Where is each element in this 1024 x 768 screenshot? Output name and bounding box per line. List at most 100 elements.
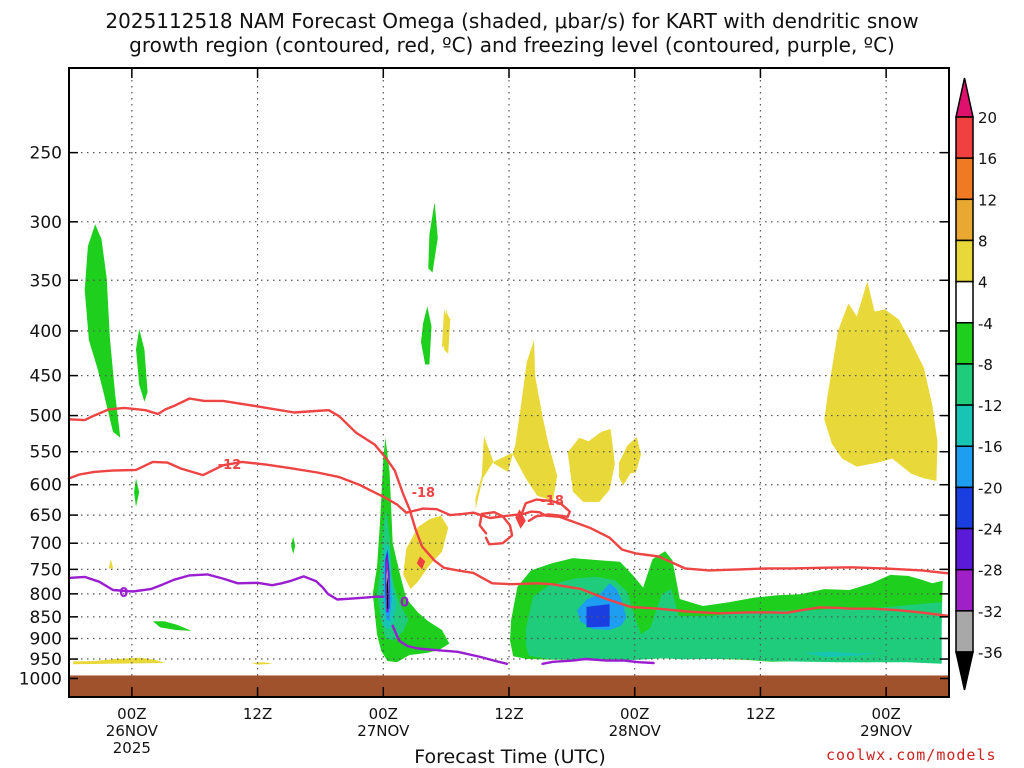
dgz-contour xyxy=(67,460,475,517)
colorbar-swatch xyxy=(955,363,974,406)
ground-layer xyxy=(69,675,949,697)
x-tick-label: 00Z xyxy=(871,705,900,723)
site-credit: coolwx.com/models xyxy=(826,746,997,764)
y-tick-label: 350 xyxy=(30,271,62,291)
colorbar-swatch xyxy=(955,527,974,571)
x-tick-date: 27NOV xyxy=(357,722,410,740)
x-tick-label: 00Z xyxy=(620,705,649,723)
colorbar: 20 16 12 8 4 -4 -8 -12 -16 -20 -24 -28 -32 -36 xyxy=(955,77,1003,691)
colorbar-swatch xyxy=(955,280,974,324)
y-tick-label: 500 xyxy=(30,407,62,427)
freezing-level-contour xyxy=(67,573,385,601)
colorbar-swatch xyxy=(955,568,974,612)
omega-region xyxy=(804,651,879,657)
y-tick-label: 550 xyxy=(30,443,62,463)
colorbar-label: -20 xyxy=(978,479,1003,497)
colorbar-label: 16 xyxy=(978,150,997,168)
dgz-contour xyxy=(67,397,951,618)
omega-region xyxy=(567,429,615,502)
colorbar-label: -36 xyxy=(978,644,1003,662)
grid-lines xyxy=(69,68,949,697)
omega-region xyxy=(515,509,526,529)
x-tick-date: 26NOV xyxy=(106,722,159,740)
y-tick-label: 1000 xyxy=(19,669,62,689)
colorbar-label: -8 xyxy=(978,356,993,374)
colorbar-label: 4 xyxy=(978,274,988,292)
x-tick-label: 12Z xyxy=(243,705,272,723)
x-tick-label: 00Z xyxy=(117,705,146,723)
omega-region xyxy=(824,281,938,481)
y-tick-label: 900 xyxy=(30,630,62,650)
x-tick-year: 2025 xyxy=(113,739,151,757)
colorbar-swatch xyxy=(955,610,974,653)
dgz-contour-label: -12 xyxy=(218,458,242,473)
y-tick-label: 450 xyxy=(30,367,62,387)
x-tick-date: 28NOV xyxy=(609,722,662,740)
colorbar-swatch xyxy=(955,116,974,159)
omega-region xyxy=(251,662,274,665)
omega-region xyxy=(586,604,610,628)
omega-region xyxy=(475,340,558,510)
x-axis-label: Forecast Time (UTC) xyxy=(414,746,606,768)
colorbar-swatch xyxy=(955,322,974,365)
dgz-contour xyxy=(520,498,571,523)
y-tick-label: 250 xyxy=(30,144,62,164)
colorbar-swatch xyxy=(955,198,974,242)
x-tick-label: 12Z xyxy=(746,705,775,723)
freezing-level-contour-label: 0 xyxy=(400,595,409,610)
colorbar-label: -32 xyxy=(978,603,1003,621)
freezing-level-contour xyxy=(541,657,655,665)
x-tick-label: 00Z xyxy=(369,705,398,723)
colorbar-label: 8 xyxy=(978,232,988,250)
y-axis: 2503003504004505005506006507007508008509… xyxy=(19,144,949,689)
y-tick-label: 300 xyxy=(30,213,62,233)
colorbar-label: -4 xyxy=(978,315,993,333)
omega-region xyxy=(525,576,942,664)
colorbar-label: -16 xyxy=(978,438,1003,456)
omega-region xyxy=(421,306,432,365)
colorbar-top-arrow xyxy=(955,77,974,118)
colorbar-swatch xyxy=(955,445,974,489)
omega-region xyxy=(134,478,140,507)
colorbar-bottom-arrow xyxy=(955,651,974,691)
colorbar-label: -28 xyxy=(978,562,1003,580)
omega-region xyxy=(386,576,389,609)
omega-shading-layer xyxy=(73,202,943,665)
colorbar-label: -24 xyxy=(978,521,1003,539)
dgz-contour xyxy=(478,511,514,546)
y-tick-label: 800 xyxy=(30,585,62,605)
omega-region xyxy=(152,621,192,631)
colorbar-label: 20 xyxy=(978,109,997,127)
x-tick-date: 29NOV xyxy=(860,722,913,740)
freezing-level-contour xyxy=(391,624,509,665)
colorbar-swatch xyxy=(955,239,974,283)
colorbar-label: -12 xyxy=(978,397,1003,415)
y-tick-label: 850 xyxy=(30,608,62,628)
y-tick-label: 600 xyxy=(30,476,62,496)
y-tick-label: 400 xyxy=(30,322,62,342)
y-tick-label: 950 xyxy=(30,650,62,670)
y-tick-label: 650 xyxy=(30,506,62,526)
y-tick-label: 700 xyxy=(30,534,62,554)
omega-region xyxy=(428,202,438,273)
omega-region xyxy=(619,437,641,486)
omega-region xyxy=(416,556,426,570)
chart-title-line2: growth region (contoured, red, ºC) and f… xyxy=(129,33,895,57)
chart-title-line1: 2025112518 NAM Forecast Omega (shaded, μ… xyxy=(105,9,919,33)
dgz-contour-label: -18 xyxy=(412,486,436,501)
colorbar-swatch xyxy=(955,486,974,530)
colorbar-label: 12 xyxy=(978,191,997,209)
colorbar-swatch xyxy=(955,157,974,201)
omega-region xyxy=(84,224,121,438)
omega-region xyxy=(291,536,296,554)
dgz-contour xyxy=(472,510,951,575)
freezing-level-contour-label: 0 xyxy=(119,586,128,601)
x-tick-label: 12Z xyxy=(494,705,523,723)
y-tick-label: 750 xyxy=(30,560,62,580)
omega-region xyxy=(444,311,451,354)
omega-region xyxy=(136,329,148,402)
omega-region xyxy=(108,559,113,569)
